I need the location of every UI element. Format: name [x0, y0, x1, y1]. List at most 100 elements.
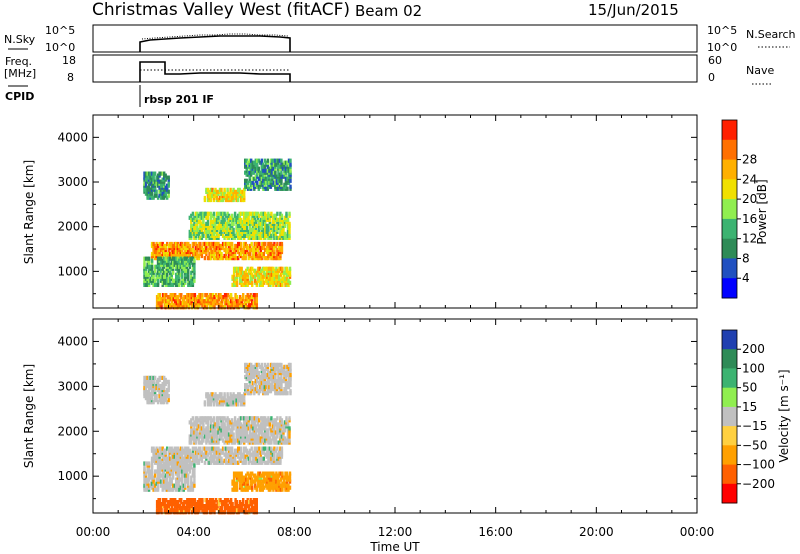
data-cell [214, 460, 217, 465]
data-cell [234, 481, 237, 486]
data-cell [153, 179, 157, 184]
data-cell [215, 225, 219, 230]
data-cell [199, 211, 202, 216]
data-cell [230, 213, 234, 218]
data-cell [161, 241, 164, 247]
data-cell [264, 438, 267, 443]
colorbar-tick-label: 50 [742, 381, 757, 395]
data-cell [271, 372, 274, 378]
date-label: 15/Jun/2015 [588, 1, 679, 19]
data-cell [244, 424, 247, 429]
data-cell [264, 211, 267, 216]
data-cell [230, 251, 234, 257]
data-cell [176, 483, 179, 488]
data-cell [234, 506, 237, 511]
data-cell [283, 420, 287, 425]
data-cell [180, 293, 183, 298]
data-cell [282, 475, 286, 480]
data-cell [170, 272, 173, 277]
data-cell [159, 260, 163, 265]
data-cell [227, 432, 231, 437]
data-cell [238, 223, 241, 228]
data-cell [259, 231, 262, 236]
data-cell [196, 211, 199, 216]
colorbar-segment [722, 258, 737, 279]
data-cell [265, 223, 268, 228]
data-cell [222, 305, 225, 310]
data-cell [275, 479, 278, 484]
data-cell [174, 498, 177, 503]
data-cell [161, 485, 164, 490]
data-cell [225, 297, 228, 302]
data-cell [191, 461, 195, 466]
data-cell [214, 452, 217, 457]
data-cell [214, 398, 217, 403]
data-cell [247, 416, 250, 421]
data-cell [205, 392, 208, 397]
data-cell [212, 211, 216, 216]
data-cell [165, 504, 168, 509]
data-cell [153, 483, 157, 488]
data-cell [240, 502, 243, 507]
data-cell [208, 256, 211, 261]
data-cell [267, 223, 270, 228]
data-cell [254, 166, 257, 171]
data-cell [271, 432, 275, 437]
data-cell [234, 276, 237, 281]
data-cell [172, 249, 175, 255]
data-cell [221, 225, 225, 230]
colorbar-segment [722, 238, 737, 259]
data-cell [255, 219, 258, 224]
data-cell [163, 293, 166, 298]
data-cell [172, 448, 175, 453]
data-cell [170, 256, 173, 261]
data-cell [261, 251, 264, 257]
data-cell [287, 362, 291, 367]
data-cell [211, 213, 214, 218]
data-cell [230, 189, 234, 194]
data-cell [226, 440, 229, 445]
data-cell [279, 229, 282, 234]
data-cell [218, 430, 222, 435]
data-cell [260, 276, 263, 281]
data-cell [222, 295, 225, 300]
data-cell [244, 241, 247, 247]
data-cell [243, 256, 246, 261]
data-cell [243, 299, 246, 304]
data-cell [262, 221, 265, 226]
freq-label: Freq. [5, 55, 32, 68]
data-cell [164, 253, 167, 259]
data-cell [226, 510, 230, 515]
data-cell [244, 178, 247, 183]
data-cell [158, 398, 161, 403]
data-cell [237, 402, 240, 407]
data-cell [163, 187, 166, 192]
data-cell [288, 438, 291, 443]
data-cell [255, 502, 258, 507]
data-cell [156, 256, 160, 261]
data-cell [169, 461, 172, 466]
data-cell [232, 270, 236, 275]
data-cell [226, 420, 229, 425]
data-cell [214, 504, 218, 509]
data-cell [245, 276, 248, 281]
data-cell [232, 400, 235, 405]
data-cell [214, 187, 217, 192]
data-cell [166, 305, 169, 310]
data-cell [223, 446, 226, 451]
data-cell [280, 362, 283, 367]
data-cell [229, 446, 232, 451]
data-cell [193, 225, 196, 230]
data-cell [147, 278, 151, 283]
data-cell [224, 452, 228, 457]
y-tick-label: 3000 [57, 175, 88, 189]
data-cell [229, 396, 232, 401]
data-cell [256, 428, 259, 433]
data-cell [172, 297, 175, 302]
data-cell [260, 158, 263, 163]
data-cell [274, 231, 278, 236]
data-cell [158, 383, 161, 389]
data-cell [255, 498, 258, 503]
data-cell [181, 446, 184, 451]
data-cell [193, 436, 196, 441]
